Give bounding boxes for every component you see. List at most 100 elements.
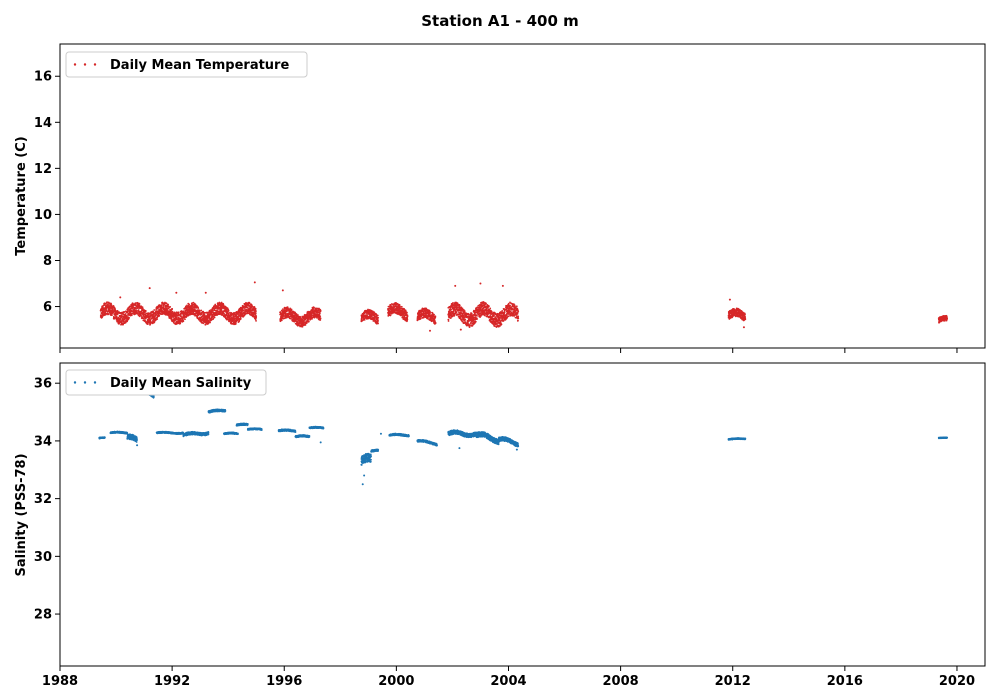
data-point <box>158 314 161 317</box>
data-point <box>138 303 141 305</box>
data-point <box>429 329 431 332</box>
data-point <box>455 311 458 314</box>
data-point <box>177 311 180 314</box>
data-point <box>319 317 322 320</box>
data-point <box>198 310 201 313</box>
data-point <box>146 323 149 326</box>
data-point <box>162 305 165 308</box>
data-point <box>175 317 178 320</box>
data-point <box>136 313 139 315</box>
data-point <box>166 307 169 310</box>
data-point <box>493 315 496 317</box>
data-point <box>377 316 380 319</box>
data-point <box>434 315 437 318</box>
data-point <box>254 310 257 313</box>
data-point <box>254 312 257 315</box>
data-point <box>211 309 214 312</box>
data-point <box>404 309 407 312</box>
data-point <box>223 312 225 315</box>
data-point <box>467 313 470 316</box>
data-point <box>280 319 283 322</box>
data-point <box>200 309 203 312</box>
data-point <box>234 322 237 325</box>
data-point <box>419 318 422 320</box>
data-point <box>135 441 138 443</box>
data-point <box>126 432 129 435</box>
data-point <box>229 311 231 314</box>
data-point <box>501 284 504 287</box>
data-point <box>946 317 949 320</box>
data-point <box>111 314 113 317</box>
data-point <box>131 302 134 305</box>
data-point <box>728 298 731 301</box>
data-point <box>239 317 242 320</box>
data-point <box>142 307 144 310</box>
data-point <box>377 322 379 325</box>
data-point <box>230 321 233 324</box>
temperature-plot-frame <box>59 43 986 349</box>
data-point <box>115 315 118 318</box>
temperature-legend: Daily Mean Temperature <box>65 51 308 78</box>
data-point <box>106 301 108 304</box>
data-point <box>487 305 490 308</box>
y-tick-label: 16 <box>34 70 52 85</box>
data-point <box>200 313 203 315</box>
data-point <box>130 314 133 317</box>
data-point <box>479 282 482 285</box>
data-point <box>170 309 172 312</box>
data-point <box>126 311 129 314</box>
data-point <box>484 314 486 317</box>
data-point <box>128 316 131 319</box>
data-point <box>140 315 143 318</box>
data-point <box>210 318 213 321</box>
data-point <box>507 315 510 318</box>
data-point <box>509 304 512 307</box>
data-point <box>119 317 122 320</box>
figure-title: Station A1 - 400 m <box>421 12 579 30</box>
data-point <box>153 309 156 311</box>
data-point <box>503 311 506 314</box>
data-point <box>458 304 461 307</box>
data-point <box>136 438 138 441</box>
data-point <box>406 311 408 314</box>
data-point <box>398 304 401 306</box>
data-point <box>290 308 293 311</box>
temperature-y-axis-label: Temperature (C) <box>14 136 29 255</box>
data-point <box>742 326 745 329</box>
data-point <box>103 436 106 439</box>
data-point <box>213 309 216 312</box>
data-point <box>225 308 228 311</box>
data-point <box>131 307 134 310</box>
data-point <box>406 315 409 318</box>
temperature-legend-marker-2 <box>83 63 87 66</box>
data-point <box>152 318 155 321</box>
temperature-data-points <box>99 281 949 332</box>
data-point <box>463 310 466 312</box>
data-point <box>517 315 520 318</box>
data-point <box>433 313 435 316</box>
data-point <box>212 317 215 320</box>
data-point <box>194 303 197 306</box>
temperature-legend-label: Daily Mean Temperature <box>110 58 289 73</box>
data-point <box>319 315 322 318</box>
data-point <box>107 312 110 315</box>
data-point <box>204 291 207 294</box>
data-point <box>517 319 519 322</box>
data-point <box>100 314 103 317</box>
data-point <box>137 307 139 310</box>
data-point <box>122 323 124 326</box>
data-point <box>744 316 747 318</box>
data-point <box>160 304 163 306</box>
data-point <box>490 310 493 313</box>
data-point <box>474 320 477 323</box>
data-point <box>363 318 366 321</box>
data-point <box>197 307 200 309</box>
data-point <box>307 320 310 323</box>
data-point <box>281 289 284 292</box>
data-point <box>202 322 205 325</box>
data-point <box>165 302 168 305</box>
data-point <box>406 318 409 321</box>
data-point <box>185 307 188 310</box>
data-point <box>513 304 516 307</box>
